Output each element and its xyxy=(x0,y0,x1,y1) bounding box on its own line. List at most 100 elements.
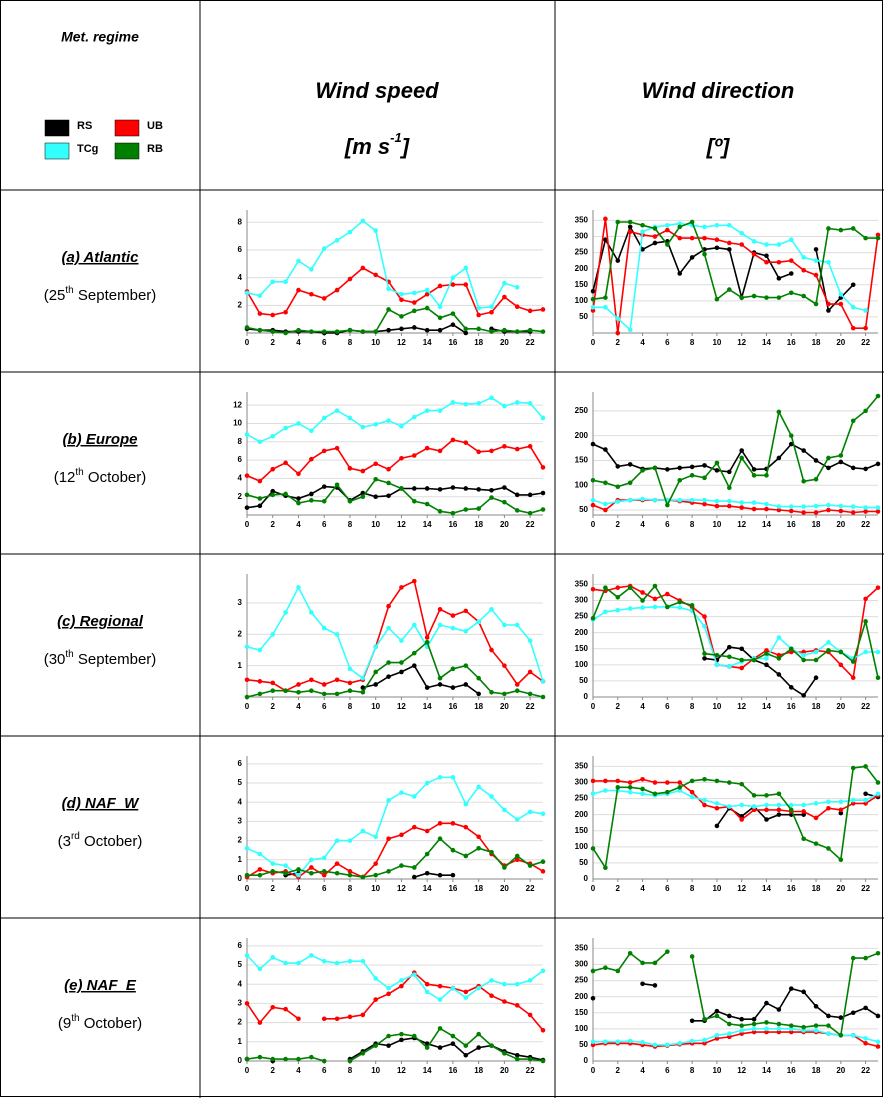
x-tick-label: 2 xyxy=(271,884,276,893)
data-point xyxy=(399,978,404,983)
data-point xyxy=(476,449,481,455)
data-point xyxy=(739,242,744,247)
data-point xyxy=(373,422,378,427)
x-tick-label: 8 xyxy=(348,1066,353,1075)
data-point xyxy=(714,662,720,668)
data-point xyxy=(776,295,782,300)
x-tick-label: 6 xyxy=(322,702,327,711)
data-point xyxy=(714,801,720,806)
y-tick-label: 2 xyxy=(238,629,243,638)
data-point xyxy=(270,861,276,866)
data-point xyxy=(476,401,481,406)
data-point xyxy=(702,614,707,619)
data-point xyxy=(801,1028,806,1033)
y-tick-label: 5 xyxy=(238,778,243,787)
data-point xyxy=(826,502,831,508)
x-tick-label: 0 xyxy=(245,520,250,529)
data-point xyxy=(424,989,430,995)
data-point xyxy=(386,466,391,472)
data-point xyxy=(776,504,782,509)
x-tick-label: 2 xyxy=(271,520,276,529)
x-tick-label: 2 xyxy=(616,520,621,529)
data-point xyxy=(603,788,608,793)
data-point xyxy=(373,644,378,650)
data-point xyxy=(347,838,353,843)
data-point xyxy=(309,1054,314,1060)
data-point xyxy=(689,794,695,800)
data-point xyxy=(689,497,695,503)
data-point xyxy=(321,484,327,489)
data-point xyxy=(437,327,443,333)
data-point xyxy=(813,801,819,806)
data-point xyxy=(590,791,596,797)
data-point xyxy=(863,408,868,414)
date-sup: th xyxy=(65,285,73,296)
x-tick-label: 16 xyxy=(448,1066,457,1075)
data-point xyxy=(283,870,288,876)
data-point xyxy=(450,282,456,287)
data-point xyxy=(257,293,263,298)
data-point xyxy=(386,327,391,333)
data-point xyxy=(412,824,417,830)
data-point xyxy=(590,288,596,294)
x-tick-label: 16 xyxy=(787,338,796,347)
data-point xyxy=(502,403,507,409)
data-point xyxy=(727,503,732,509)
data-point xyxy=(386,991,391,997)
data-point xyxy=(514,1056,520,1062)
data-point xyxy=(714,805,720,811)
data-point xyxy=(334,861,340,866)
data-point xyxy=(788,807,794,813)
x-tick-label: 4 xyxy=(640,884,645,893)
data-point xyxy=(776,507,782,513)
y-tick-label: 200 xyxy=(575,810,589,819)
y-tick-label: 6 xyxy=(238,941,243,950)
data-point xyxy=(627,219,633,225)
x-tick-label: 2 xyxy=(271,702,276,711)
data-point xyxy=(450,437,456,443)
speed-unit: [m s-1] xyxy=(344,130,410,158)
row-date: (25th September) xyxy=(44,285,157,304)
data-point xyxy=(801,836,806,842)
data-point xyxy=(603,501,608,507)
data-point xyxy=(850,801,856,806)
data-point xyxy=(813,649,819,655)
x-tick-label: 18 xyxy=(812,520,821,529)
data-point xyxy=(727,1034,732,1040)
x-tick-label: 6 xyxy=(665,520,670,529)
date-text: October) xyxy=(80,833,143,850)
unit-text: [m s xyxy=(344,134,390,159)
data-point xyxy=(257,966,263,972)
x-tick-label: 14 xyxy=(423,1066,432,1075)
series-line xyxy=(593,778,879,821)
x-tick-label: 4 xyxy=(640,520,645,529)
data-point xyxy=(702,802,707,808)
data-point xyxy=(502,485,507,490)
data-point xyxy=(764,506,769,512)
data-point xyxy=(603,778,608,784)
data-point xyxy=(412,663,417,668)
data-point xyxy=(257,851,263,857)
data-point xyxy=(603,585,608,590)
data-point xyxy=(412,650,417,656)
data-point xyxy=(850,797,856,803)
data-point xyxy=(463,663,469,668)
data-point xyxy=(714,237,720,243)
series-line xyxy=(592,443,879,473)
y-tick-label: 50 xyxy=(579,858,588,867)
x-tick-label: 10 xyxy=(712,338,721,347)
y-tick-label: 1 xyxy=(238,855,243,864)
data-point xyxy=(244,325,250,330)
data-point xyxy=(244,432,250,437)
data-point xyxy=(412,874,417,880)
data-point xyxy=(813,815,819,821)
x-tick-label: 0 xyxy=(591,520,596,529)
data-point xyxy=(450,666,456,672)
data-point xyxy=(801,657,806,663)
data-point xyxy=(360,468,366,474)
data-point xyxy=(244,872,250,878)
series-line xyxy=(246,954,544,1001)
x-tick-label: 14 xyxy=(762,1066,771,1075)
data-point xyxy=(627,789,633,795)
x-tick-label: 8 xyxy=(348,520,353,529)
